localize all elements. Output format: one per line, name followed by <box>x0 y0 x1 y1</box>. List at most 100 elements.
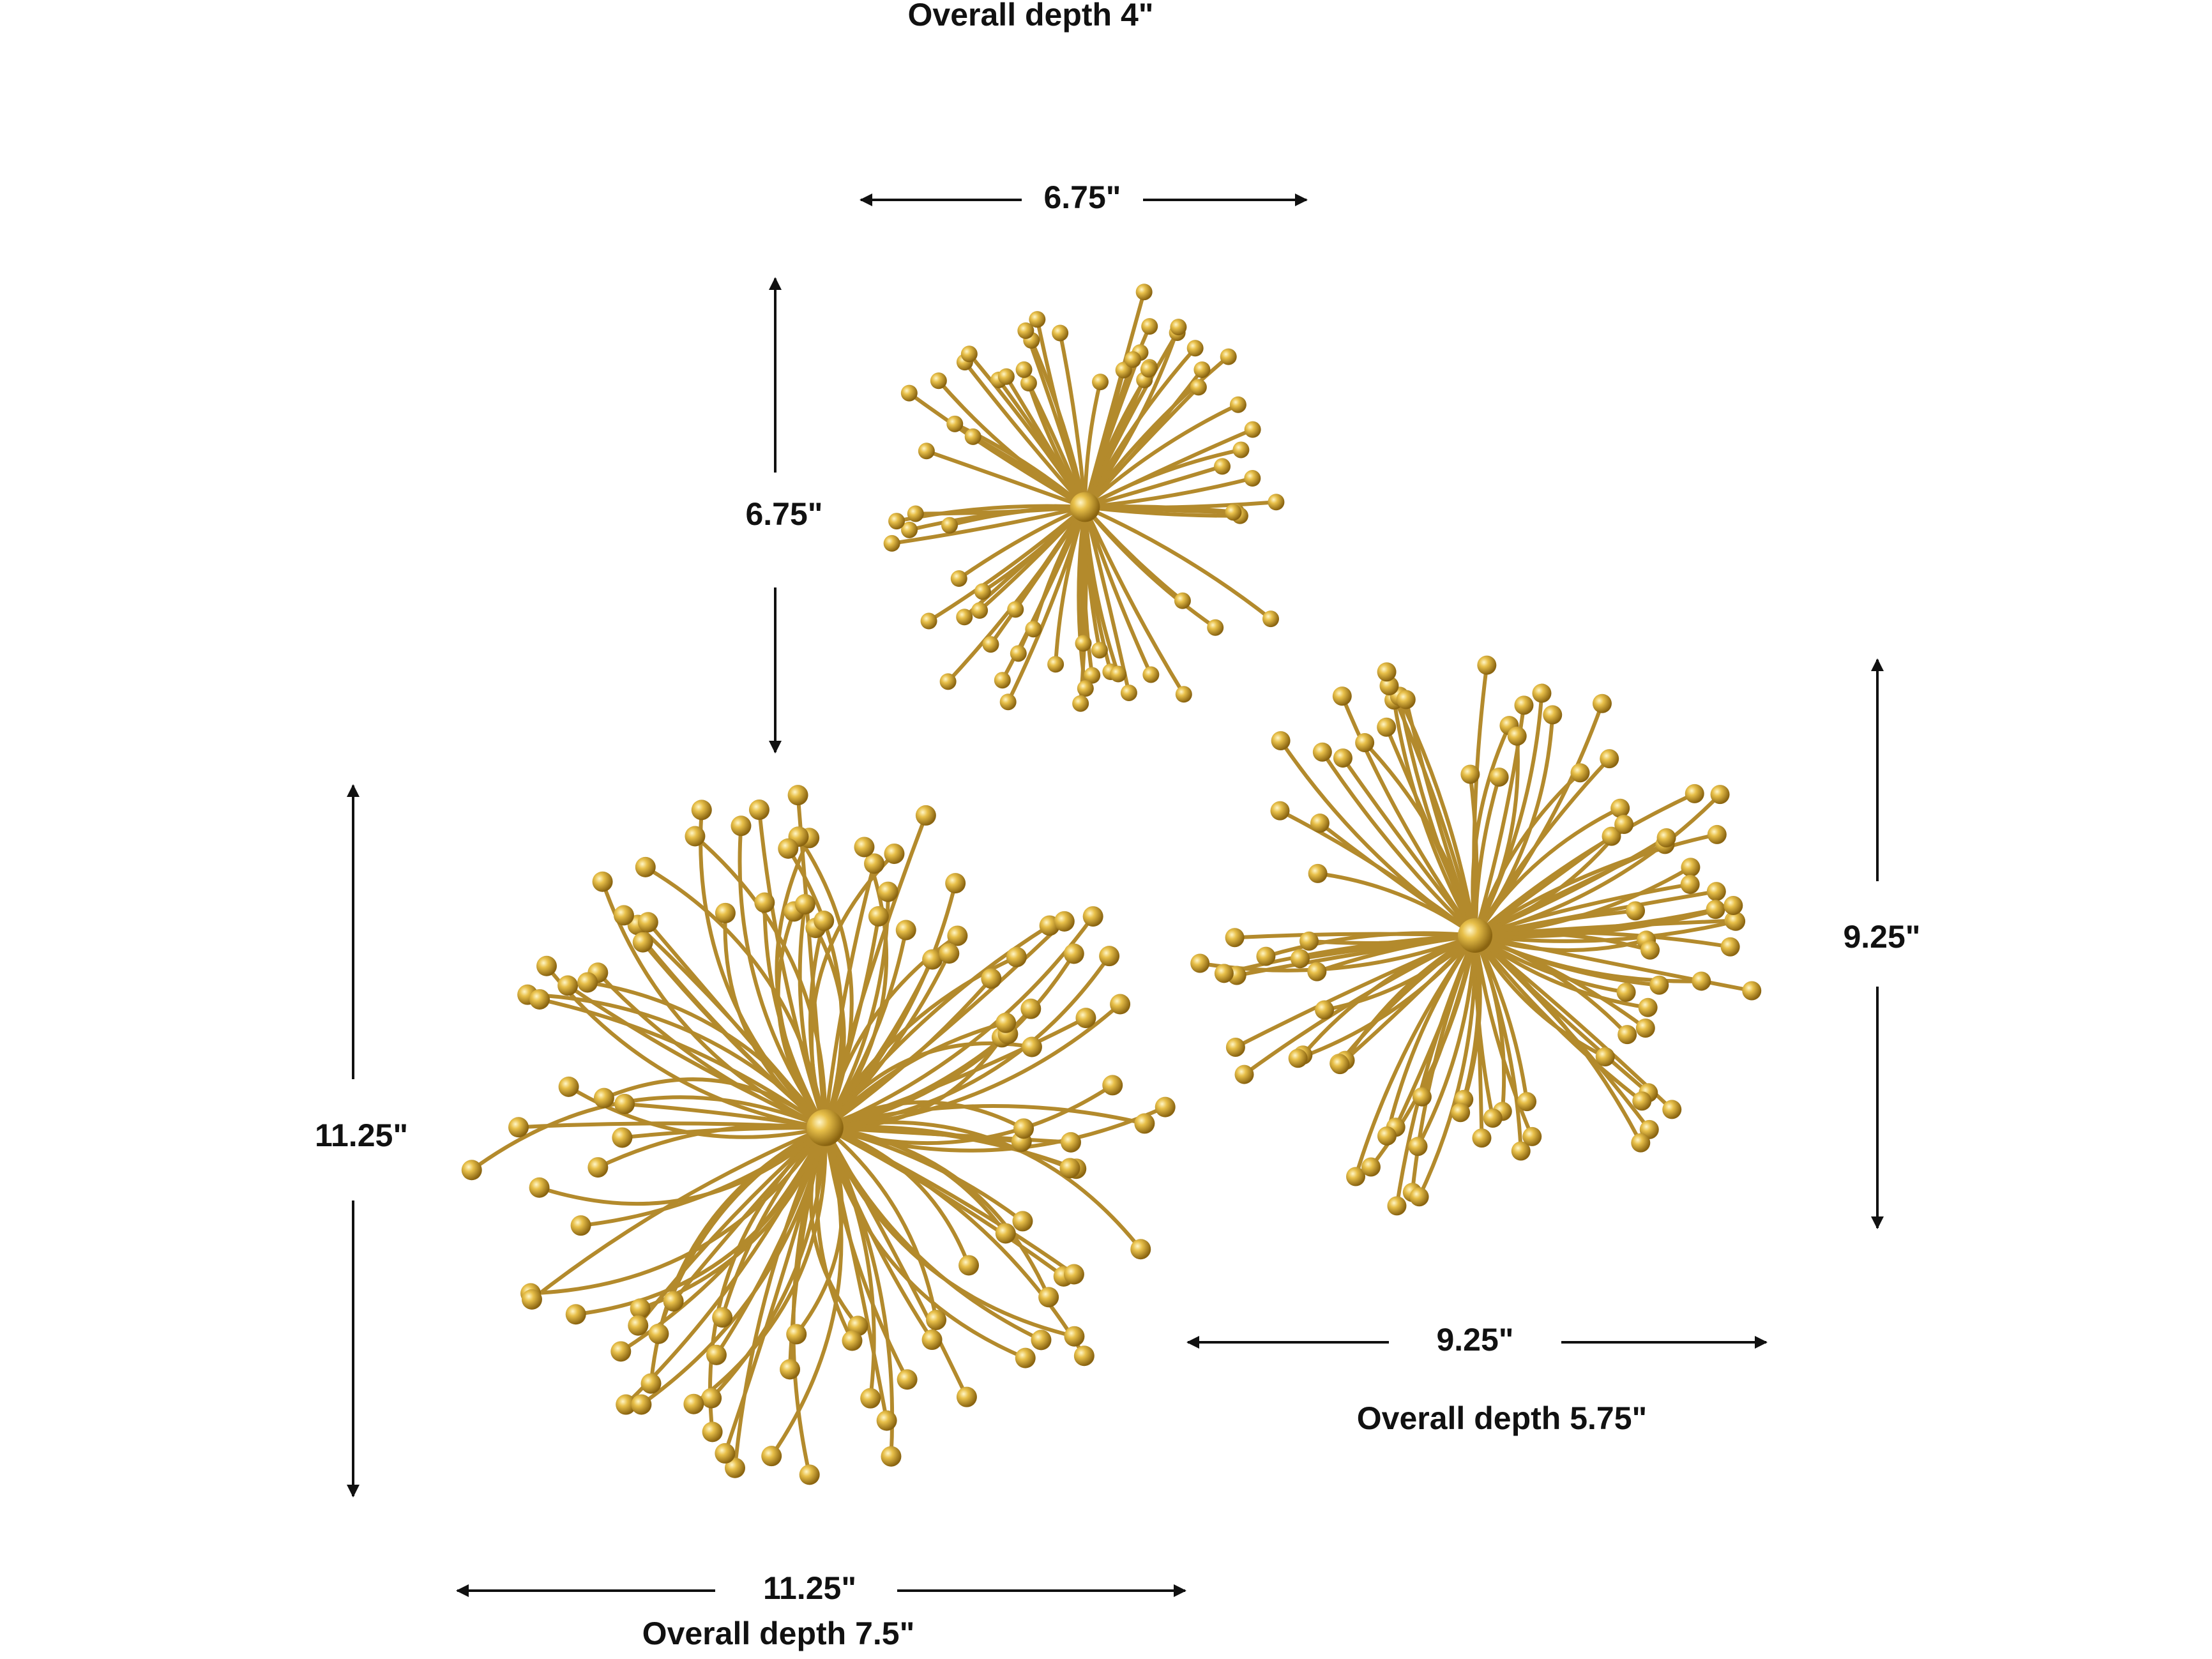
bead <box>1214 458 1231 475</box>
bead <box>1193 361 1211 378</box>
bead <box>1012 1211 1033 1232</box>
rod <box>1222 934 1477 976</box>
bead <box>1077 680 1094 697</box>
bead <box>939 943 960 964</box>
bead <box>1270 801 1290 821</box>
rod <box>957 505 1087 581</box>
bead <box>926 1309 947 1330</box>
bead <box>1015 361 1033 378</box>
bead <box>877 881 898 902</box>
bead <box>614 1093 635 1114</box>
bead <box>1543 705 1563 725</box>
bead <box>691 799 712 821</box>
bead <box>612 1127 633 1148</box>
bead <box>1681 858 1701 877</box>
bead <box>1072 695 1089 712</box>
rod <box>1340 756 1477 937</box>
bead <box>1511 1141 1531 1161</box>
bead <box>1020 998 1042 1019</box>
bead <box>529 989 550 1010</box>
bead <box>1064 1326 1085 1347</box>
rod <box>538 997 827 1130</box>
rod <box>1058 331 1087 509</box>
bead <box>997 368 1015 385</box>
bead <box>1225 504 1242 521</box>
bead <box>1710 785 1730 805</box>
bead <box>1507 726 1527 746</box>
rod <box>823 1126 1077 1338</box>
bead <box>883 534 900 552</box>
bead <box>635 856 656 877</box>
bead <box>1662 1100 1682 1119</box>
bead <box>860 1388 881 1409</box>
rod <box>967 352 1087 509</box>
bead <box>1225 1037 1245 1057</box>
bead <box>558 1076 579 1097</box>
bead <box>1092 374 1109 391</box>
bead <box>1640 940 1660 960</box>
bead <box>1617 1025 1637 1045</box>
bead <box>570 1215 591 1236</box>
bead <box>780 1359 801 1380</box>
bead <box>748 799 769 821</box>
rod <box>596 971 827 1130</box>
bead <box>842 1330 863 1351</box>
bead <box>1409 1187 1429 1207</box>
bead <box>897 1369 918 1390</box>
rod <box>1083 505 1185 603</box>
rod <box>1322 934 1477 1012</box>
height-label: 9.25" <box>1843 919 1920 955</box>
bead <box>1308 863 1328 883</box>
bead <box>1514 695 1534 715</box>
bead <box>1412 1087 1432 1107</box>
rod <box>1083 358 1135 509</box>
bead <box>864 853 885 874</box>
rod <box>823 954 1112 1130</box>
bead <box>1288 1049 1308 1068</box>
bead <box>632 932 653 953</box>
bead <box>1190 953 1210 973</box>
bead <box>1214 964 1234 983</box>
bead <box>901 521 918 538</box>
rod <box>823 861 877 1130</box>
bead <box>613 905 634 926</box>
bead <box>982 636 999 653</box>
bead <box>1377 717 1397 737</box>
bead <box>1110 994 1131 1015</box>
bead <box>1140 361 1157 378</box>
bead <box>1333 748 1352 768</box>
bead <box>640 1373 662 1394</box>
bead <box>565 1304 586 1325</box>
bead <box>1592 693 1612 713</box>
rod <box>796 835 854 1130</box>
rod <box>823 1105 1167 1153</box>
bead <box>683 1393 704 1414</box>
rod <box>529 1126 827 1301</box>
bead <box>1063 943 1084 964</box>
rod <box>890 505 1087 545</box>
bead <box>1170 319 1187 336</box>
rod <box>1233 934 1477 1049</box>
bead <box>1330 1055 1350 1075</box>
bead <box>1656 828 1676 847</box>
bead <box>1190 379 1207 396</box>
bead <box>1570 763 1590 783</box>
rod <box>776 909 827 1130</box>
rod <box>693 834 828 1130</box>
bead <box>1483 1109 1503 1128</box>
bead <box>1091 642 1108 659</box>
rod <box>1006 505 1087 704</box>
depth-label: Overall depth 4" <box>908 0 1154 33</box>
bead <box>1029 311 1046 328</box>
bead <box>577 972 598 993</box>
bead <box>1706 900 1725 920</box>
bead <box>1726 911 1746 931</box>
bead <box>1017 322 1034 339</box>
bead <box>1706 882 1726 902</box>
rod <box>962 360 1087 509</box>
bead <box>1460 764 1480 784</box>
bead <box>1220 348 1237 365</box>
rod <box>1473 934 1643 1145</box>
rod <box>1320 750 1477 937</box>
bead <box>1268 494 1285 511</box>
